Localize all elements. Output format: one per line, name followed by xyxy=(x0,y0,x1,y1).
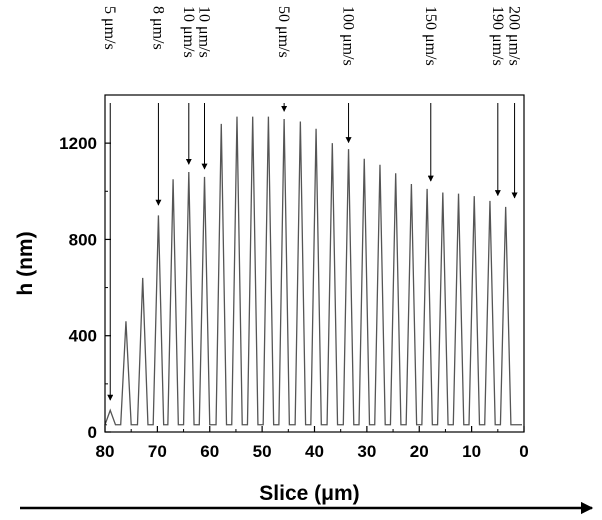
x-tick-label: 0 xyxy=(519,442,528,461)
annotation-label: 10 μm/s xyxy=(180,6,197,58)
annotation-label: 100 μm/s xyxy=(340,6,357,66)
annotation-label: 150 μm/s xyxy=(422,6,439,66)
y-axis: 0 400 800 1200 xyxy=(59,134,111,442)
annotation: 50 μm/s xyxy=(275,6,292,112)
annotation-label: 8 μm/s xyxy=(149,6,166,50)
x-tick-label: 70 xyxy=(148,442,167,461)
x-axis-title: Slice (μm) xyxy=(259,482,359,505)
annotation-label: 5 μm/s xyxy=(101,6,118,50)
annotation-label: 50 μm/s xyxy=(275,6,292,58)
x-axis: 80 70 60 50 40 30 20 10 0 xyxy=(96,426,529,461)
annotation-label: 10 μm/s xyxy=(196,6,213,58)
x-tick-label: 80 xyxy=(96,442,115,461)
annotation: 200 μm/s xyxy=(506,6,523,199)
x-tick-label: 40 xyxy=(305,442,324,461)
x-tick-label: 20 xyxy=(410,442,429,461)
y-tick-label: 1200 xyxy=(59,134,97,153)
annotation: 10 μm/s xyxy=(180,6,197,165)
annotation: 100 μm/s xyxy=(340,6,357,144)
annotation: 5 μm/s xyxy=(101,6,118,401)
annotation: 10 μm/s xyxy=(196,6,213,170)
x-tick-label: 10 xyxy=(462,442,481,461)
y-tick-label: 400 xyxy=(69,327,97,346)
x-tick-label: 60 xyxy=(200,442,219,461)
annotation-label: 190 μm/s xyxy=(489,6,506,66)
annotation: 150 μm/s xyxy=(422,6,439,182)
series-line xyxy=(104,116,522,426)
annotations: 5 μm/s 8 μm/s 10 μm/s10 μm/s 50 μm/s 100 μm/… xyxy=(101,6,523,401)
plot-frame xyxy=(104,94,525,433)
annotation: 190 μm/s xyxy=(489,6,506,197)
y-tick-label: 0 xyxy=(88,423,97,442)
annotation: 8 μm/s xyxy=(149,6,166,206)
x-tick-label: 30 xyxy=(357,442,376,461)
y-tick-label: 800 xyxy=(69,230,97,249)
annotation-label: 200 μm/s xyxy=(506,6,523,66)
y-axis-title: h (nm) xyxy=(14,231,37,295)
x-tick-label: 50 xyxy=(253,442,272,461)
